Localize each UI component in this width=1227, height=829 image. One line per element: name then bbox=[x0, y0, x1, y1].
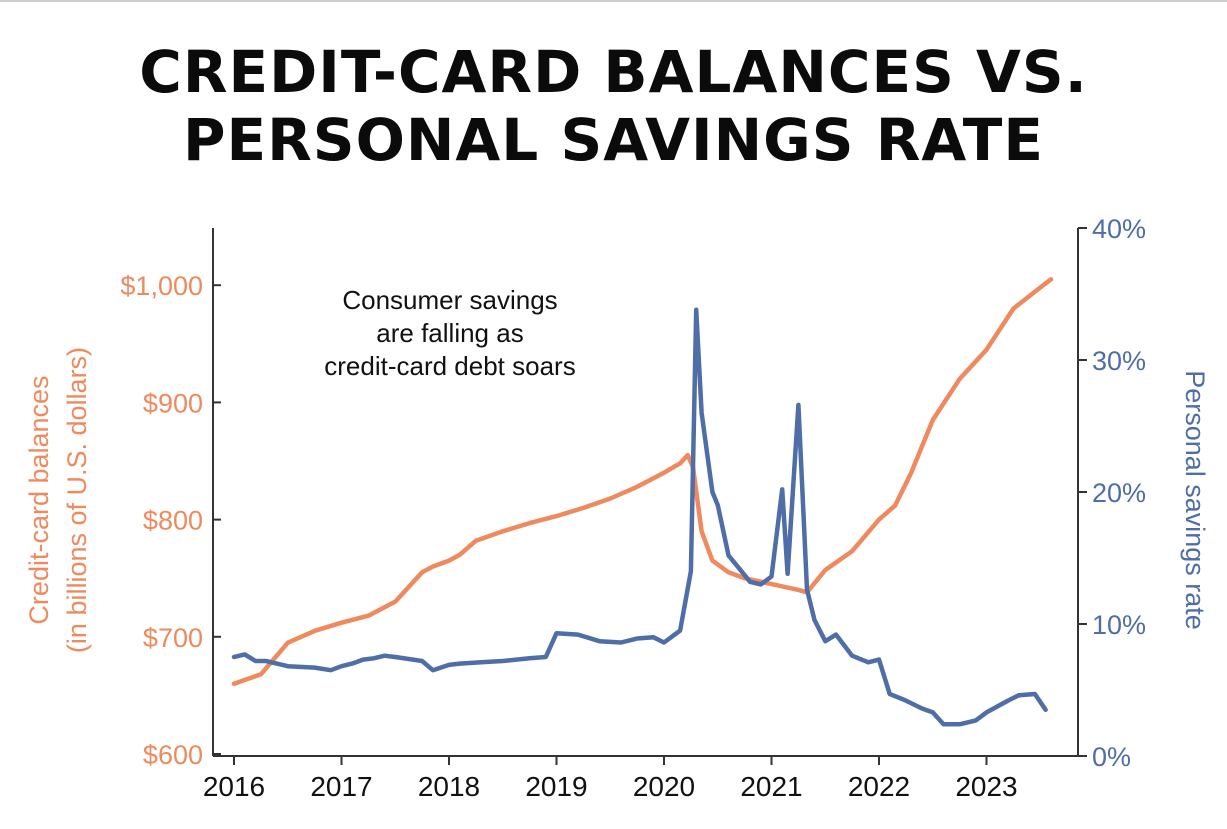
x-axis-tick-label: 2020 bbox=[633, 771, 695, 802]
chart-annotation: Consumer savings are falling as credit-car… bbox=[324, 285, 575, 381]
right-axis-tick-label: 30% bbox=[1092, 346, 1146, 376]
right-axis-title: Personal savings rate bbox=[1180, 370, 1210, 630]
x-axis-tick-label: 2018 bbox=[418, 771, 480, 802]
credit-card-balances-line bbox=[231, 277, 1054, 686]
annotation-line: Consumer savings bbox=[342, 285, 557, 315]
x-axis-tick-label: 2023 bbox=[955, 771, 1017, 802]
top-border-line bbox=[0, 0, 1227, 2]
left-axis-tick-label: $700 bbox=[143, 623, 203, 653]
chart-series-lines bbox=[231, 277, 1054, 727]
personal-savings-rate-line bbox=[231, 307, 1048, 727]
x-axis-tick-label: 2021 bbox=[740, 771, 802, 802]
left-axis-tick-label: $600 bbox=[143, 740, 203, 770]
chart-title-line-1: CREDIT-CARD BALANCES VS. bbox=[139, 38, 1088, 106]
right-axis-tick-label: 10% bbox=[1092, 610, 1146, 640]
left-axis-tick-label: $900 bbox=[143, 388, 203, 418]
x-axis-tick-label: 2016 bbox=[203, 771, 265, 802]
left-axis-title-line: Credit-card balances bbox=[24, 375, 54, 624]
chart-axis-labels: Credit-card balances (in billions of U.S.… bbox=[24, 347, 1210, 653]
left-axis-tick-label: $1,000 bbox=[120, 271, 203, 301]
left-axis-title-line: (in billions of U.S. dollars) bbox=[62, 347, 92, 653]
annotation-line: credit-card debt soars bbox=[324, 351, 575, 381]
x-axis-tick-label: 2019 bbox=[525, 771, 587, 802]
left-axis-tick-label: $800 bbox=[143, 506, 203, 536]
x-axis-tick-label: 2017 bbox=[310, 771, 372, 802]
right-axis-tick-label: 20% bbox=[1092, 478, 1146, 508]
chart-title: CREDIT-CARD BALANCES VS. PERSONAL SAVING… bbox=[0, 38, 1227, 174]
annotation-text: Consumer savings are falling as credit-car… bbox=[324, 285, 575, 381]
x-axis-tick-label: 2022 bbox=[848, 771, 910, 802]
chart-title-line-2: PERSONAL SAVINGS RATE bbox=[183, 106, 1044, 174]
right-axis-tick-label: 0% bbox=[1092, 742, 1131, 772]
chart-ticks: $600 $700 $800 $900 $1,000 0% 10% 20% 30% 40% 2016… bbox=[120, 214, 1146, 802]
annotation-line: are falling as bbox=[376, 318, 523, 348]
right-axis-tick-label: 40% bbox=[1092, 214, 1146, 244]
left-axis-title: Credit-card balances (in billions of U.S.… bbox=[24, 347, 92, 653]
